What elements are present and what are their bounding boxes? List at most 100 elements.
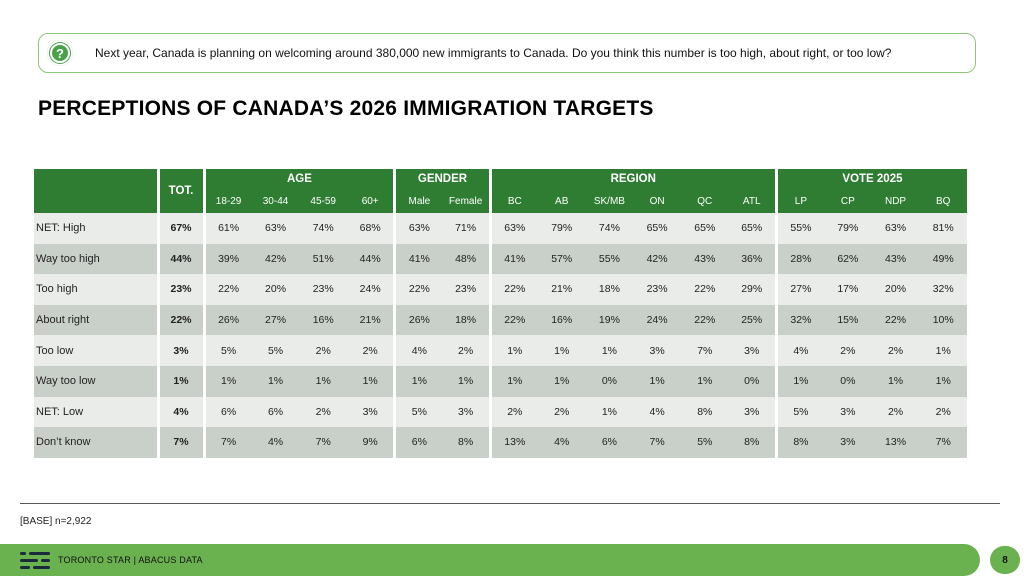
base-note: [BASE] n=2,922 [20,516,92,527]
footer-bar: TORONTO STAR | ABACUS DATA [0,544,980,576]
table-cell: 1% [585,396,634,428]
table-cell: 41% [488,243,538,275]
header-group-vote-2025: VOTE 2025 [774,169,968,189]
table-cell: 16% [537,304,586,336]
row-label: NET: High [34,213,158,244]
table-cell: 2% [299,396,348,428]
header-group-gender: GENDER [393,169,491,189]
question-text: Next year, Canada is planning on welcomi… [95,46,892,60]
table-cell: 71% [442,213,491,244]
table-cell: 1% [393,365,443,397]
table-cell: 32% [774,304,824,336]
page-title: PERCEPTIONS OF CANADA’S 2026 IMMIGRATION… [38,97,654,120]
table-cell: 2% [299,335,348,366]
header-col: ATL [728,189,777,213]
row-label: About right [34,304,158,336]
table-cell: 68% [347,213,395,244]
footer-divider [20,503,1000,504]
row-total: 3% [156,335,204,366]
row-total: 22% [156,304,204,336]
table-cell: 3% [442,396,491,428]
header-col: Male [393,189,443,213]
table-cell: 7% [202,427,252,458]
table-cell: 63% [871,213,920,244]
table-cell: 1% [919,365,968,397]
table-cell: 19% [585,304,634,336]
table-cell: 0% [824,365,872,397]
table-row: Way too high 44% 39% 42% 51% 44% 41% 48% 41% 57% 5… [34,243,968,275]
question-mark: ? [50,43,70,63]
table-cell: 62% [824,243,872,275]
table-cell: 10% [919,304,968,336]
table-cell: 43% [871,243,920,275]
table-cell: 7% [299,427,348,458]
header-col: Female [442,189,491,213]
table-cell: 22% [680,274,729,305]
table-row: Don’t know 7% 7% 4% 7% 9% 6% 8% 13% 4% 6% 7% 5% 8% 8% 3… [34,427,968,458]
table-cell: 21% [537,274,586,305]
table-cell: 1% [488,335,538,366]
table-cell: 61% [202,213,252,244]
header-col: 60+ [347,189,395,213]
table-cell: 57% [537,243,586,275]
table-cell: 1% [442,365,491,397]
row-total: 7% [156,427,204,458]
table-cell: 74% [299,213,348,244]
footer-text: TORONTO STAR | ABACUS DATA [58,555,203,565]
table-cell: 1% [537,335,586,366]
table-cell: 22% [202,274,252,305]
header-tot: TOT. [156,169,204,213]
table-cell: 51% [299,243,348,275]
table-cell: 55% [585,243,634,275]
table-row: Way too low 1% 1% 1% 1% 1% 1% 1% 1% 1% 0% 1% 1% 0% 1% 0… [34,365,968,397]
table-cell: 23% [442,274,491,305]
table-cell: 3% [728,335,777,366]
question-icon: ? [47,40,73,66]
table-cell: 7% [919,427,968,458]
row-label: Way too high [34,243,158,275]
table-cell: 3% [824,427,872,458]
header-group-age: AGE [202,169,395,189]
table-cell: 7% [680,335,729,366]
table-cell: 22% [488,304,538,336]
table-cell: 27% [774,274,824,305]
table-cell: 2% [919,396,968,428]
table-cell: 1% [919,335,968,366]
header-col: SK/MB [585,189,634,213]
table-cell: 65% [680,213,729,244]
table-cell: 3% [633,335,681,366]
table-cell: 55% [774,213,824,244]
table-cell: 1% [251,365,300,397]
header-col: NDP [871,189,920,213]
table-cell: 41% [393,243,443,275]
header-col: BQ [919,189,968,213]
question-box: ? Next year, Canada is planning on welco… [38,33,976,73]
table-cell: 1% [680,365,729,397]
table-cell: 1% [537,365,586,397]
table-cell: 65% [633,213,681,244]
table-row: About right 22% 26% 27% 16% 21% 26% 18% 22% 16% 19… [34,304,968,336]
table-cell: 1% [585,335,634,366]
table-cell: 79% [537,213,586,244]
table-row: NET: Low 4% 6% 6% 2% 3% 5% 3% 2% 2% 1% 4% 8% 3% 5% 3% 2%… [34,396,968,428]
table-cell: 22% [871,304,920,336]
table-cell: 18% [442,304,491,336]
table-cell: 26% [202,304,252,336]
table-cell: 25% [728,304,777,336]
row-total: 67% [156,213,204,244]
table-cell: 63% [251,213,300,244]
table-cell: 9% [347,427,395,458]
table-cell: 36% [728,243,777,275]
table-cell: 5% [680,427,729,458]
abacus-logo-icon [20,550,50,570]
table-row: Too high 23% 22% 20% 23% 24% 22% 23% 22% 21% 18% 23… [34,274,968,305]
header-col: QC [680,189,729,213]
table-cell: 1% [488,365,538,397]
table-cell: 1% [774,365,824,397]
header-col: CP [824,189,872,213]
table-cell: 0% [728,365,777,397]
table-cell: 24% [347,274,395,305]
table-cell: 26% [393,304,443,336]
table-cell: 7% [633,427,681,458]
table-cell: 1% [347,365,395,397]
